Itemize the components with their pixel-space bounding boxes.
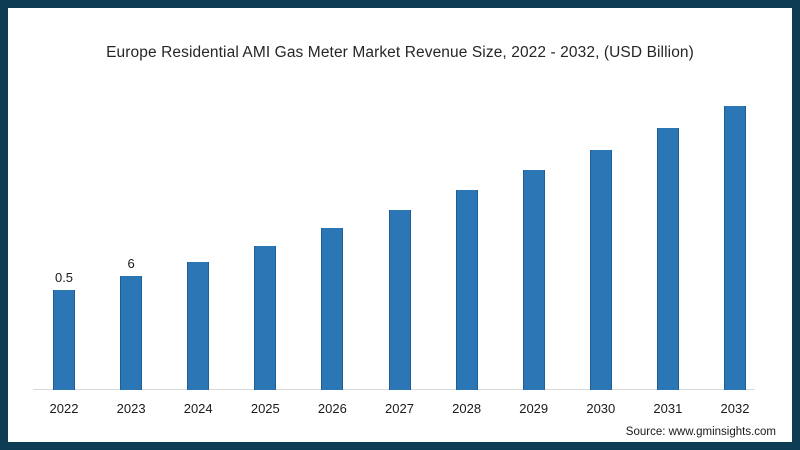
chart-title: Europe Residential AMI Gas Meter Market …	[106, 44, 694, 61]
bar	[589, 150, 612, 390]
bar	[120, 276, 143, 390]
x-axis-label: 2029	[519, 401, 549, 416]
bar	[724, 106, 746, 390]
bar	[388, 210, 411, 390]
bar	[455, 190, 478, 390]
bar	[656, 128, 679, 390]
x-axis-label: 2024	[183, 401, 213, 416]
x-axis-label: 2030	[586, 401, 616, 416]
bar-value-label: 6	[127, 256, 135, 271]
bar	[254, 246, 277, 390]
bar	[522, 170, 545, 390]
x-axis-label: 2022	[49, 401, 79, 416]
x-axis-label: 2023	[116, 401, 146, 416]
x-axis-label: 2027	[385, 401, 414, 416]
bar	[53, 290, 75, 390]
x-axis-label: 2025	[250, 401, 280, 416]
bar-value-label: 0.5	[54, 270, 74, 285]
x-axis-label: 2031	[653, 401, 683, 416]
bar	[187, 262, 210, 390]
x-axis-label: 2026	[317, 401, 347, 416]
bar	[321, 228, 344, 390]
x-axis-label: 2028	[452, 401, 482, 416]
source-attribution: Source: www.gminsights.com	[625, 426, 776, 438]
x-axis-label: 2032	[720, 401, 750, 416]
